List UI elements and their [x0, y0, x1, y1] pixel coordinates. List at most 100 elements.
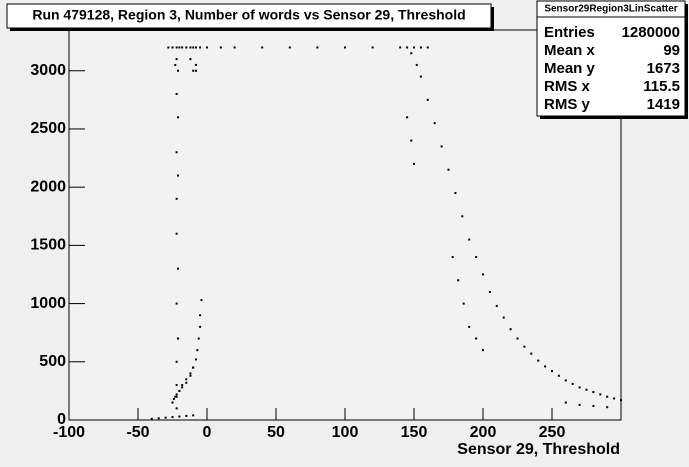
point — [199, 325, 202, 328]
point — [192, 46, 195, 49]
point — [482, 273, 484, 276]
x-tick-label: 150 — [401, 424, 428, 441]
point — [457, 279, 460, 282]
y-tick-label: 1000 — [30, 295, 66, 312]
point — [620, 399, 622, 402]
x-tick-label: 100 — [332, 424, 359, 441]
stats-value: 115.5 — [643, 78, 680, 95]
x-axis-label: Sensor 29, Threshold — [457, 441, 620, 458]
point — [406, 46, 409, 49]
point — [200, 299, 203, 302]
point — [426, 98, 429, 101]
point — [419, 46, 422, 49]
point — [167, 46, 170, 49]
point — [177, 337, 180, 340]
point — [606, 395, 609, 398]
point — [578, 403, 581, 406]
point — [199, 46, 202, 49]
x-tick-label: 0 — [203, 424, 212, 441]
point — [371, 46, 374, 49]
point — [178, 415, 181, 418]
point — [172, 398, 175, 401]
point — [288, 46, 291, 49]
point — [157, 417, 160, 420]
point — [495, 304, 498, 307]
x-tick-label: -100 — [53, 424, 85, 441]
point — [564, 379, 567, 382]
point — [475, 256, 478, 259]
point — [192, 69, 195, 72]
point — [509, 328, 512, 331]
x-tick-label: 200 — [470, 424, 497, 441]
point — [592, 391, 595, 394]
point — [564, 401, 567, 404]
point — [199, 314, 202, 317]
y-tick-label: 1500 — [30, 237, 66, 254]
point — [502, 316, 505, 319]
point — [413, 46, 415, 49]
point — [185, 378, 188, 381]
point — [557, 374, 560, 377]
point — [482, 349, 484, 352]
point — [344, 46, 346, 49]
point — [544, 365, 547, 368]
y-tick-label: 500 — [39, 353, 66, 370]
point — [194, 46, 197, 49]
point — [175, 360, 178, 363]
point — [185, 46, 188, 49]
point — [164, 416, 167, 419]
point — [175, 58, 178, 61]
point — [219, 46, 222, 49]
point — [171, 46, 174, 49]
point — [150, 417, 153, 420]
point — [197, 337, 200, 340]
stats-label: RMS y — [544, 96, 591, 113]
stats-label: Mean x — [544, 42, 596, 59]
point — [175, 407, 178, 410]
point — [406, 116, 409, 119]
point — [399, 46, 402, 49]
stats-label: RMS x — [544, 78, 591, 95]
point — [174, 63, 177, 66]
point — [451, 256, 454, 259]
point — [316, 46, 319, 49]
point — [233, 46, 236, 49]
stats-label: Mean y — [544, 60, 596, 77]
point — [410, 139, 413, 142]
stats-value: 99 — [663, 42, 680, 59]
point — [175, 302, 178, 305]
point — [171, 416, 174, 419]
point — [613, 397, 616, 400]
x-tick-label: -50 — [126, 424, 149, 441]
stats-label: Entries — [544, 24, 595, 41]
point — [175, 93, 178, 96]
point — [447, 168, 450, 171]
point — [178, 46, 181, 49]
point — [530, 352, 533, 355]
point — [192, 366, 195, 369]
point — [206, 46, 208, 49]
stats-value: 1673 — [647, 60, 680, 77]
stats-title: Sensor29Region3LinScatter — [544, 4, 677, 15]
stats-box — [536, 0, 686, 117]
point — [415, 63, 418, 66]
point — [488, 290, 491, 293]
point — [523, 345, 526, 348]
point — [440, 145, 443, 148]
point — [175, 197, 178, 200]
point — [516, 337, 519, 340]
point — [189, 58, 192, 61]
point — [578, 386, 581, 389]
plot-frame — [68, 29, 622, 421]
point — [175, 46, 178, 49]
point — [194, 358, 197, 361]
point — [468, 325, 471, 328]
point — [585, 388, 588, 391]
stats-value: 1419 — [647, 96, 680, 113]
point — [189, 46, 192, 49]
point — [174, 395, 177, 398]
title-box — [6, 3, 492, 29]
point — [177, 116, 180, 119]
point — [185, 414, 188, 417]
point — [175, 395, 178, 398]
